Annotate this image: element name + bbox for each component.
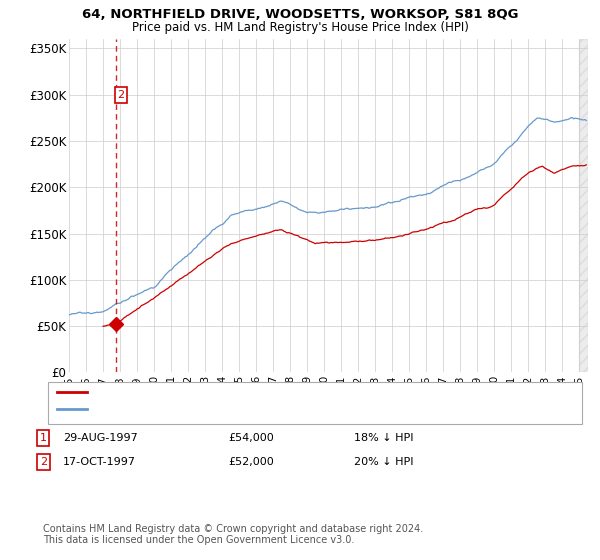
Text: 29-AUG-1997: 29-AUG-1997 xyxy=(63,433,138,443)
Text: £52,000: £52,000 xyxy=(228,457,274,467)
Text: 1: 1 xyxy=(40,433,47,443)
Text: 64, NORTHFIELD DRIVE, WOODSETTS, WORKSOP, S81 8QG: 64, NORTHFIELD DRIVE, WOODSETTS, WORKSOP… xyxy=(82,8,518,21)
Text: Price paid vs. HM Land Registry's House Price Index (HPI): Price paid vs. HM Land Registry's House … xyxy=(131,21,469,34)
Text: £54,000: £54,000 xyxy=(228,433,274,443)
Text: 18% ↓ HPI: 18% ↓ HPI xyxy=(354,433,413,443)
Text: 17-OCT-1997: 17-OCT-1997 xyxy=(63,457,136,467)
Bar xyxy=(580,39,588,372)
Text: 2: 2 xyxy=(40,457,47,467)
Text: 64, NORTHFIELD DRIVE, WOODSETTS, WORKSOP, S81 8QG (detached house): 64, NORTHFIELD DRIVE, WOODSETTS, WORKSOP… xyxy=(91,387,493,397)
Text: HPI: Average price, detached house, Rotherham: HPI: Average price, detached house, Roth… xyxy=(91,404,341,414)
Text: 2: 2 xyxy=(118,90,124,100)
Text: 20% ↓ HPI: 20% ↓ HPI xyxy=(354,457,413,467)
Text: Contains HM Land Registry data © Crown copyright and database right 2024.
This d: Contains HM Land Registry data © Crown c… xyxy=(43,524,424,545)
